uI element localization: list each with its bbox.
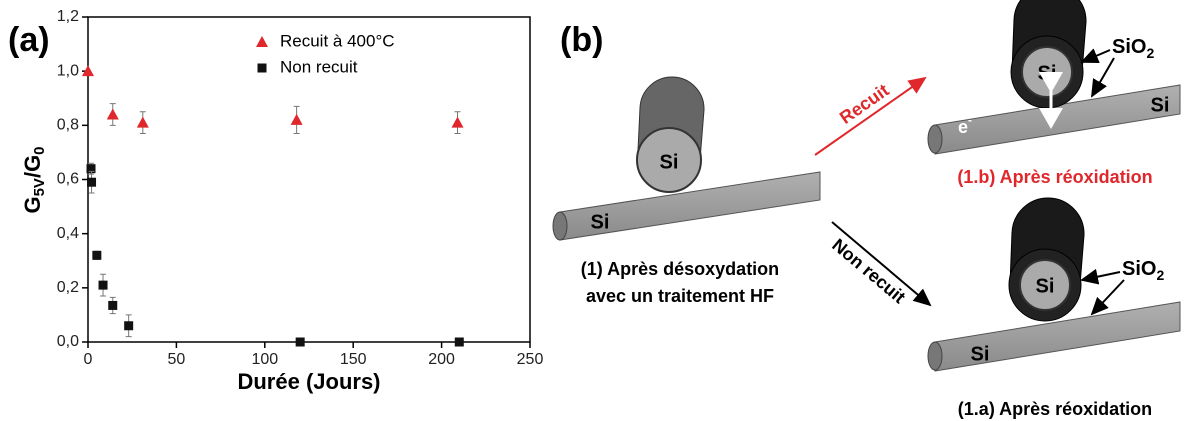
legend-marker <box>257 63 267 73</box>
label: - <box>968 113 972 127</box>
arrow <box>814 76 927 156</box>
label: Si <box>1038 62 1057 84</box>
caption: avec un traitement HF <box>586 286 774 306</box>
arrow <box>831 221 932 307</box>
point <box>86 164 96 174</box>
label: SiO <box>1122 258 1156 280</box>
point <box>87 177 97 187</box>
point <box>290 113 303 125</box>
x-tick-label: 250 <box>517 351 544 368</box>
chart-area: 0 50 100 150 200 250 0,0 0,2 0,4 0,6 0,8 1,0 1,2 Duré… <box>20 8 544 394</box>
arrow <box>1090 279 1125 316</box>
panel-label: (b) <box>560 21 603 59</box>
label: Si <box>971 343 990 365</box>
point <box>295 337 305 347</box>
y-tick-label: 0,4 <box>57 225 79 242</box>
point <box>124 321 134 331</box>
y-tick-label: 0,2 <box>57 279 79 296</box>
point <box>82 65 94 77</box>
y-tick-label: 0,8 <box>57 117 79 134</box>
arrow <box>1080 48 1111 64</box>
wire-end <box>927 341 943 371</box>
rod-core <box>1019 259 1071 311</box>
rod-end <box>636 127 702 193</box>
diagram: (b) Si Si (1) Après désoxydation avec un… <box>552 0 1181 419</box>
x-tick-label: 100 <box>251 351 278 368</box>
y-axis-label: /G <box>20 155 45 178</box>
caption: (1) Après désoxydation <box>581 259 779 279</box>
wire-end <box>552 211 568 241</box>
y-axis-label: 5V <box>31 178 48 196</box>
legend-label: Recuit à 400°C <box>280 31 395 50</box>
y-tick-label: 0,0 <box>57 333 79 350</box>
y-tick-label: 0,6 <box>57 171 79 188</box>
label: Si <box>1151 94 1170 116</box>
point <box>136 116 149 128</box>
label: e- <box>958 113 972 137</box>
label: SiO <box>1112 36 1146 58</box>
label: Si <box>591 211 610 233</box>
label: Si <box>1036 275 1055 297</box>
point <box>92 250 102 260</box>
label: SiO2 <box>1112 36 1154 60</box>
label: e <box>958 117 968 137</box>
arrow <box>1090 57 1115 98</box>
x-tick-label: 0 <box>84 351 93 368</box>
y-axis-label: G5V/G0 <box>20 146 48 213</box>
legend-marker <box>256 36 268 47</box>
y-axis-label: G <box>20 196 45 213</box>
caption: (1.b) Après réoxidation <box>957 167 1152 187</box>
legend-label: Non recuit <box>280 57 358 76</box>
point <box>98 280 108 290</box>
label: 2 <box>1156 267 1164 283</box>
label: SiO2 <box>1122 258 1164 282</box>
point <box>451 116 464 128</box>
point <box>108 300 118 310</box>
x-tick-label: 200 <box>428 351 455 368</box>
y-tick-label: 1,0 <box>57 62 79 79</box>
label: 2 <box>1146 45 1154 61</box>
point <box>454 337 464 347</box>
y-axis-label: 0 <box>31 146 48 154</box>
caption: (1.a) Après réoxidation <box>958 399 1152 419</box>
y-tick-label: 1,2 <box>57 8 79 25</box>
x-tick-label: 150 <box>340 351 367 368</box>
wire-end <box>927 124 943 154</box>
panel-label: (a) <box>8 21 50 59</box>
label: Si <box>660 151 679 173</box>
point <box>106 108 119 120</box>
x-axis-label: Durée (Jours) <box>237 369 380 394</box>
arrow-label: Non recuit <box>828 235 909 308</box>
x-tick-label: 50 <box>168 351 186 368</box>
arrow <box>1080 268 1121 285</box>
